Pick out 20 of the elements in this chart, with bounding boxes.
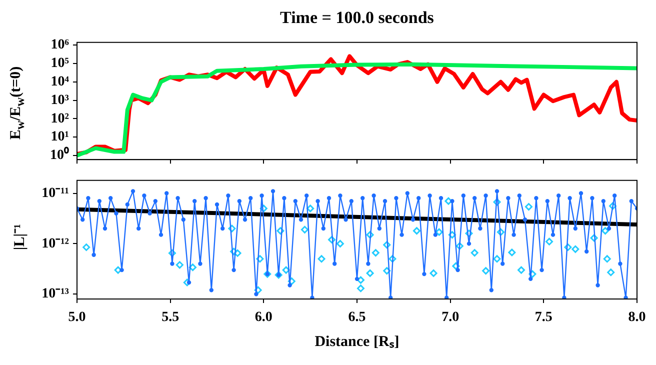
y-tick-label: 10³	[50, 92, 69, 108]
y-tick-label: 10⁻¹²	[42, 236, 69, 252]
y-tick-label: 10⁴	[50, 74, 70, 90]
x-tick-label: 6.5	[348, 310, 366, 326]
x-tick-label: 8.0	[628, 310, 646, 326]
x-tick-label: 5.0	[68, 310, 86, 326]
y-tick-label: 10¹	[50, 130, 69, 145]
x-axis-title: Distance [Rₛ]	[314, 333, 400, 351]
y-tick-label: 10⁶	[50, 38, 69, 53]
y-axis-title: |L|⁻¹	[11, 222, 28, 252]
y-tick-label: 10⁵	[50, 56, 69, 72]
x-tick-label: 7.5	[534, 310, 552, 326]
y-tick-label: 10⁰	[50, 146, 69, 164]
y-tick-label: 10⁻¹¹	[42, 186, 69, 201]
y-tick-label: 10⁻¹³	[42, 286, 69, 302]
x-tick-label: 7.0	[442, 310, 460, 326]
y-tick-label: 10²	[50, 111, 69, 126]
chart-title: Time = 100.0 seconds	[279, 8, 435, 28]
x-tick-label: 6.0	[254, 310, 272, 326]
x-tick-label: 5.5	[162, 310, 180, 326]
